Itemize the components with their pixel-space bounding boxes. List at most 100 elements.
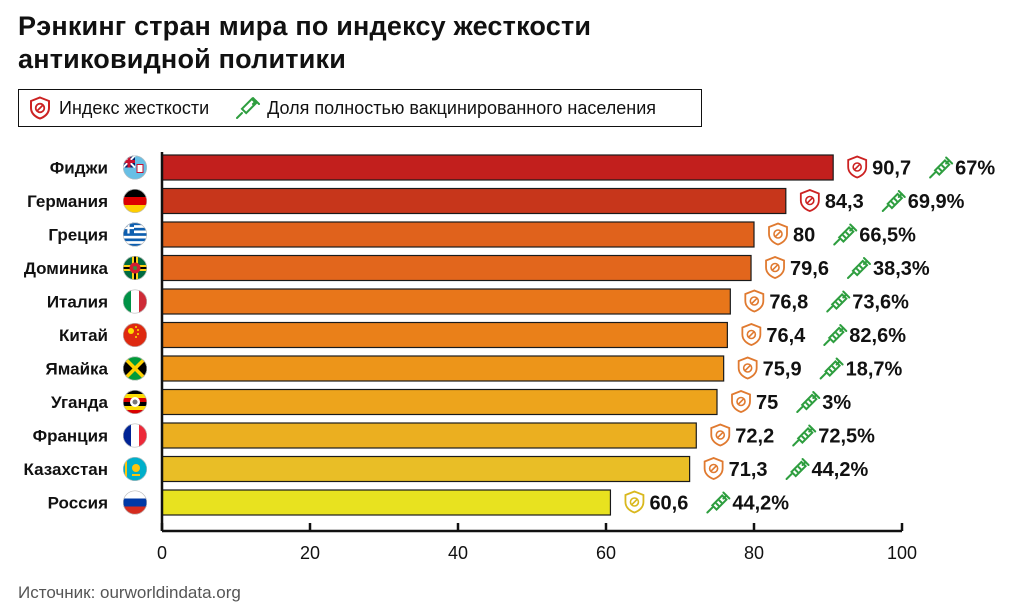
syringe-icon xyxy=(792,424,817,447)
shield-icon xyxy=(765,256,785,279)
x-tick-label: 40 xyxy=(448,543,468,563)
x-tick-label: 80 xyxy=(744,543,764,563)
value-label: 76,8 xyxy=(769,292,808,314)
category-label: Германия xyxy=(27,192,108,211)
shield-icon xyxy=(624,490,645,514)
bar-row: Греция 80 66,5% xyxy=(48,221,916,248)
germany-flag xyxy=(123,189,148,214)
syringe-icon xyxy=(706,491,731,514)
category-label: Греция xyxy=(48,226,108,245)
dominica-flag xyxy=(123,255,148,280)
bar-row: Ямайка 75,9 18,7% xyxy=(46,355,903,382)
vaccination-label: 3% xyxy=(822,392,851,414)
x-tick-label: 100 xyxy=(887,543,917,563)
syringe-icon xyxy=(819,357,844,380)
x-tick-label: 60 xyxy=(596,543,616,563)
value-label: 80 xyxy=(793,225,815,247)
legend-stringency-label: Индекс жесткости xyxy=(59,97,210,118)
bar-row: Китай 76,4 82,6% xyxy=(59,321,906,349)
vaccination-label: 73,6% xyxy=(852,292,909,314)
legend: Индекс жесткости Доля полностью вакцинир… xyxy=(18,89,702,127)
vaccination-label: 82,6% xyxy=(849,325,906,347)
bar-chart: Фиджи 90,7 67% Германия 84,3 69,9% Греция 80 66,… xyxy=(24,152,995,563)
syringe-icon xyxy=(846,257,871,279)
source-note: Источник: ourworldindata.org xyxy=(18,583,241,602)
vaccination-label: 44,2% xyxy=(812,459,869,481)
syringe-icon xyxy=(881,190,906,212)
value-label: 84,3 xyxy=(825,191,864,213)
category-label: Италия xyxy=(47,293,108,312)
legend-vaccination-label: Доля полностью вакцинированного населени… xyxy=(267,97,657,118)
syringe-icon xyxy=(826,290,851,313)
shield-icon xyxy=(710,423,731,447)
shield-icon xyxy=(29,96,51,120)
category-label: Доминика xyxy=(24,259,109,278)
bar-row: Доминика 79,6 38,3% xyxy=(24,254,930,282)
bar xyxy=(161,221,755,248)
category-label: Китай xyxy=(59,326,108,345)
syringe-icon xyxy=(785,458,810,480)
france-flag xyxy=(123,423,148,448)
china-flag xyxy=(123,322,148,347)
x-tick-label: 20 xyxy=(300,543,320,563)
vaccination-label: 69,9% xyxy=(908,191,965,213)
category-label: Фиджи xyxy=(50,159,108,178)
vaccination-label: 44,2% xyxy=(732,493,789,515)
bar xyxy=(161,455,691,483)
vaccination-label: 67% xyxy=(955,158,995,180)
value-label: 60,6 xyxy=(649,493,688,515)
russia-flag xyxy=(123,490,148,515)
uganda-flag xyxy=(123,389,148,414)
bar-row: Уганда 75 3% xyxy=(51,388,851,416)
bar-row: Россия 60,6 44,2% xyxy=(48,489,789,516)
bar-row: Франция 72,2 72,5% xyxy=(33,422,875,449)
shield-icon xyxy=(744,289,765,313)
bar xyxy=(161,288,731,315)
category-label: Франция xyxy=(33,427,108,446)
shield-icon xyxy=(799,189,820,212)
value-label: 75,9 xyxy=(763,359,802,381)
category-label: Казахстан xyxy=(24,460,108,479)
chart-title-line1: Рэнкинг стран мира по индексу жесткости xyxy=(18,11,592,41)
shield-icon xyxy=(703,457,724,480)
legend-item-vaccination: Доля полностью вакцинированного населени… xyxy=(235,96,656,120)
vaccination-label: 66,5% xyxy=(859,225,916,247)
bar xyxy=(161,388,718,416)
vaccination-label: 38,3% xyxy=(873,258,930,280)
vaccination-label: 72,5% xyxy=(818,426,875,448)
value-label: 76,4 xyxy=(766,325,806,347)
bar-row: Фиджи 90,7 67% xyxy=(50,154,995,181)
jamaica-flag xyxy=(123,356,148,381)
vaccination-label: 18,7% xyxy=(846,359,903,381)
bar xyxy=(161,321,728,349)
syringe-icon xyxy=(823,324,848,346)
syringe-icon xyxy=(796,391,821,413)
syringe-icon xyxy=(833,223,858,246)
value-label: 72,2 xyxy=(735,426,774,448)
bar-row: Италия 76,8 73,6% xyxy=(47,288,909,315)
category-label: Ямайка xyxy=(46,360,109,379)
bar xyxy=(161,422,697,449)
kazakhstan-flag xyxy=(123,456,148,481)
syringe-icon xyxy=(235,96,261,120)
bar xyxy=(161,355,725,382)
value-label: 90,7 xyxy=(872,158,911,180)
x-tick-label: 0 xyxy=(157,543,167,563)
bar-row: Казахстан 71,3 44,2% xyxy=(24,455,869,483)
bar xyxy=(161,489,612,516)
value-label: 75 xyxy=(756,392,778,414)
category-label: Уганда xyxy=(51,393,109,412)
bar xyxy=(161,254,752,282)
shield-icon xyxy=(737,356,758,380)
value-label: 79,6 xyxy=(790,258,829,280)
chart-title: Рэнкинг стран мира по индексу жесткости … xyxy=(18,10,591,76)
chart-title-line2: антиковидной политики xyxy=(18,44,347,74)
shield-icon xyxy=(741,323,762,346)
syringe-icon xyxy=(929,156,954,179)
greece-flag xyxy=(123,222,148,247)
x-axis: 0 20 40 60 80 100 xyxy=(157,152,917,563)
bar-row: Германия 84,3 69,9% xyxy=(27,187,965,215)
fiji-flag xyxy=(123,155,148,180)
value-label: 71,3 xyxy=(729,459,768,481)
bar xyxy=(161,187,787,215)
